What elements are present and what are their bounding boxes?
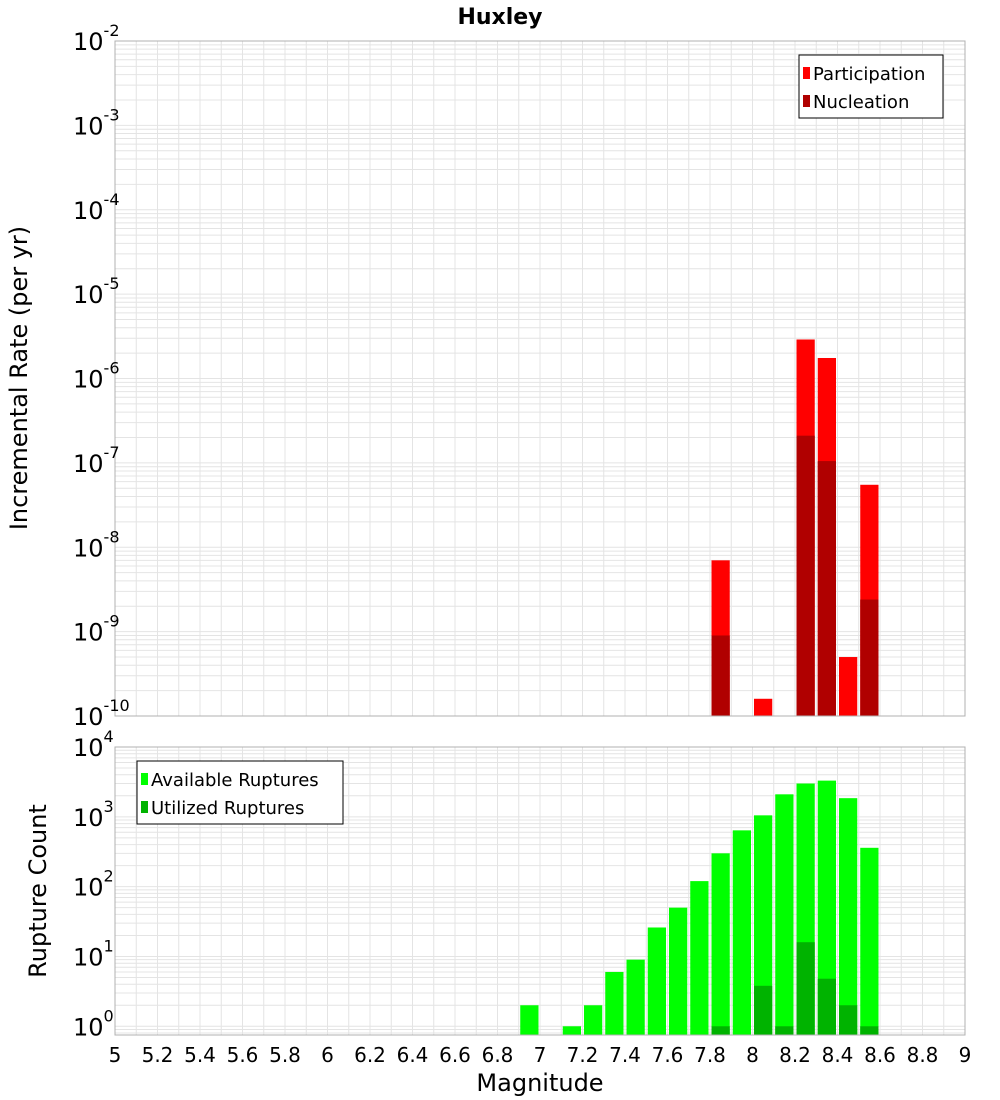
rupture-count-y-tick-label: 100 (73, 1006, 114, 1041)
rupture-count-legend: Available Ruptures Utilized Ruptures (136, 760, 344, 825)
rupture-count-bar-available-ruptures (626, 959, 645, 1035)
rupture-count-bar-available-ruptures (520, 1005, 539, 1035)
rate-legend-label: Participation (813, 64, 925, 85)
rate-y-tick-label: 10-9 (73, 612, 120, 647)
rupture-count-plot-frame (114, 746, 966, 1036)
rupture-count-legend-box (136, 760, 344, 825)
rate-y-tick-label: 10-4 (73, 190, 120, 225)
x-tick-label: 8.8 (907, 1043, 939, 1067)
rate-bar-nucleation (860, 599, 879, 716)
rupture-count-bar-available-ruptures (732, 830, 751, 1035)
x-tick-label: 7.2 (567, 1043, 599, 1067)
rate-grid (114, 40, 966, 717)
x-tick-label: 6.2 (354, 1043, 386, 1067)
rupture-count-bar-available-ruptures (860, 847, 879, 1035)
x-tick-label: 6.4 (397, 1043, 429, 1067)
rate-legend: Participation Nucleation (798, 54, 944, 119)
x-tick-label: 7.8 (694, 1043, 726, 1067)
rupture-count-panel: 100 101 102 103 104 5 5.2 5.4 5.6 5.8 6 6.2 6.4 6.6 6… (24, 727, 971, 1097)
x-tick-label: 5.6 (227, 1043, 259, 1067)
rupture-count-y-ticks: 100 101 102 103 104 (73, 727, 114, 1041)
rate-bar-nucleation (796, 435, 815, 716)
x-tick-label: 5.8 (269, 1043, 301, 1067)
x-tick-label: 7 (534, 1043, 547, 1067)
rate-bar-participation (754, 698, 773, 716)
rupture-count-bar-available-ruptures (690, 881, 709, 1035)
x-tick-label: 6 (321, 1043, 334, 1067)
rupture-count-bar-utilized-ruptures (775, 1026, 794, 1035)
rupture-count-bar-available-ruptures (647, 927, 666, 1035)
rupture-count-y-tick-label: 103 (73, 797, 114, 832)
rate-y-axis-label: Incremental Rate (per yr) (5, 226, 33, 530)
rupture-count-bar-available-ruptures (605, 971, 624, 1035)
rupture-count-bar-available-ruptures (754, 815, 773, 1035)
rate-bar-participation (839, 657, 858, 716)
rate-panel: 10-10 10-9 10-8 10-7 10-6 10-5 10-4 10-3 10-2 In… (5, 21, 966, 731)
rate-y-tick-label: 10-3 (73, 105, 120, 140)
x-axis-label: Magnitude (476, 1069, 603, 1097)
rupture-count-legend-swatch (141, 773, 148, 785)
rate-legend-label: Nucleation (813, 92, 909, 113)
rate-y-tick-label: 10-7 (73, 443, 120, 478)
rupture-count-legend-label: Utilized Ruptures (151, 798, 304, 819)
rate-bars (711, 339, 879, 716)
rupture-count-bar-available-ruptures (584, 1005, 603, 1035)
rupture-count-bar-available-ruptures (562, 1026, 581, 1035)
x-tick-label: 5.2 (142, 1043, 174, 1067)
rupture-count-y-axis-label: Rupture Count (24, 804, 52, 978)
x-tick-label: 5.4 (184, 1043, 216, 1067)
rate-y-tick-label: 10-10 (73, 696, 130, 731)
rate-legend-box (798, 54, 944, 119)
x-tick-label: 6.8 (482, 1043, 514, 1067)
rupture-count-bar-utilized-ruptures (860, 1026, 879, 1035)
rupture-count-bar-utilized-ruptures (796, 942, 815, 1035)
rupture-count-bars (520, 780, 879, 1035)
x-tick-label: 7.6 (652, 1043, 684, 1067)
rupture-count-y-tick-label: 104 (73, 727, 114, 762)
rate-legend-swatch (803, 95, 810, 107)
rupture-count-bar-utilized-ruptures (839, 1005, 858, 1035)
rupture-count-bar-utilized-ruptures (754, 985, 773, 1035)
rate-y-tick-label: 10-5 (73, 274, 120, 309)
rate-plot-frame (114, 40, 966, 717)
rupture-count-y-tick-label: 102 (73, 867, 114, 902)
x-tick-label: 8.2 (779, 1043, 811, 1067)
rate-legend-swatch (803, 67, 810, 79)
rate-y-tick-label: 10-8 (73, 527, 120, 562)
rupture-count-bar-available-ruptures (839, 798, 858, 1035)
x-tick-label: 9 (959, 1043, 972, 1067)
rupture-count-bar-available-ruptures (817, 780, 836, 1035)
rupture-count-legend-swatch (141, 801, 148, 813)
rate-bar-nucleation (711, 635, 730, 716)
chart-title: Huxley (457, 5, 542, 30)
rupture-count-bar-utilized-ruptures (817, 978, 836, 1035)
rate-y-ticks: 10-10 10-9 10-8 10-7 10-6 10-5 10-4 10-3 10-2 (73, 21, 130, 731)
x-tick-label: 5 (109, 1043, 122, 1067)
magnitude-x-ticks: 5 5.2 5.4 5.6 5.8 6 6.2 6.4 6.6 6.8 7 7.2 7.4 7.6 7.8 8… (109, 1043, 972, 1067)
rupture-count-bar-utilized-ruptures (711, 1026, 730, 1035)
rate-bar-nucleation (817, 461, 836, 716)
x-tick-label: 8.6 (864, 1043, 896, 1067)
rupture-count-bar-available-ruptures (669, 907, 688, 1035)
rupture-count-legend-label: Available Ruptures (151, 770, 319, 791)
rupture-count-y-tick-label: 101 (73, 936, 114, 971)
rate-y-tick-label: 10-2 (73, 21, 120, 56)
x-tick-label: 6.6 (439, 1043, 471, 1067)
rupture-count-bar-available-ruptures (711, 853, 730, 1035)
rupture-count-bar-available-ruptures (775, 794, 794, 1035)
x-tick-label: 7.4 (609, 1043, 641, 1067)
rate-y-tick-label: 10-6 (73, 359, 120, 394)
x-tick-label: 8.4 (822, 1043, 854, 1067)
x-tick-label: 8 (746, 1043, 759, 1067)
